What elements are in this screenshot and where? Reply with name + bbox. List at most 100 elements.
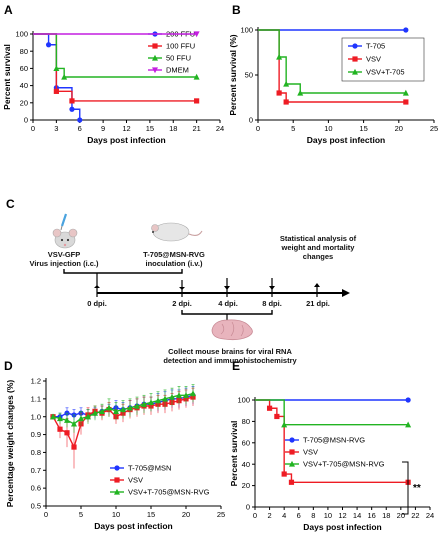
data-point [71, 420, 77, 427]
panel-letter-b: B [232, 3, 241, 17]
data-point [77, 117, 83, 123]
x-tick-label: 0 [253, 511, 257, 520]
legend-label: VSV [303, 448, 318, 457]
x-tick-label: 14 [353, 511, 361, 520]
x-tick-label: 8 [311, 511, 315, 520]
legend-marker [352, 68, 358, 75]
x-tick-label: 24 [216, 124, 224, 133]
legend-label: 100 FFU [166, 42, 195, 51]
y-axis-label: Percent survival (%) [228, 34, 238, 115]
data-point [405, 397, 411, 403]
x-tick-label: 16 [367, 511, 375, 520]
schematic-timeline: VSV-GFP Virus injection (i.c.) T-705@MSN… [29, 213, 357, 365]
y-tick-label: 100 [15, 30, 28, 39]
data-point [288, 479, 295, 485]
x-tick-label: 20 [397, 511, 405, 520]
mouse-icon [52, 228, 78, 249]
x-tick-label: 9 [101, 124, 105, 133]
x-tick-label: 15 [146, 124, 154, 133]
x-tick-label: 20 [182, 510, 190, 519]
data-point [194, 98, 200, 104]
data-point [127, 404, 133, 411]
data-point [148, 399, 154, 406]
data-point [402, 89, 409, 96]
data-point [190, 390, 196, 397]
data-point [113, 408, 119, 414]
vsv-label: VSV-GFP [48, 250, 81, 259]
legend-label: 50 FFU [166, 54, 191, 63]
y-axis-label: Percent survival [229, 421, 239, 487]
t705-sublabel: inoculation (i.v.) [146, 259, 203, 268]
data-point [403, 27, 409, 33]
y-tick-label: 0 [246, 503, 250, 512]
syringe-icon [60, 213, 68, 231]
timepoint-2dpi: 2 dpi. [172, 299, 192, 308]
x-tick-label: 12 [338, 511, 346, 520]
chart-d: 0 5 10 15 20 25 0.5 0.6 0.7 0.8 0.9 1.0 1.1 1.2 Days p… [5, 377, 225, 531]
chart-a: 0 3 6 9 12 15 18 21 24 0 20 40 60 80 100 Days post infe… [2, 30, 224, 145]
data-point [71, 444, 77, 450]
data-point [50, 413, 56, 420]
y-tick-label: 0.8 [31, 448, 41, 457]
y-tick-label: 100 [240, 26, 253, 35]
x-tick-label: 18 [169, 124, 177, 133]
legend-marker [289, 460, 295, 467]
series-t-705 [258, 27, 409, 33]
legend-label: VSV+T-705 [366, 68, 405, 77]
data-point [99, 408, 105, 414]
data-point [162, 395, 168, 402]
data-point [120, 406, 126, 413]
significance-bracket: ** [402, 461, 421, 515]
x-tick-label: 10 [324, 124, 332, 133]
y-tick-label: 40 [242, 460, 250, 469]
timepoint-21dpi: 21 dpi. [306, 299, 330, 308]
y-axis-label: Percentage weight changes (%) [5, 380, 15, 508]
legend-label: T-705@MSN [128, 464, 171, 473]
stats-label-1: Statistical analysis of [280, 234, 357, 243]
y-tick-label: 60 [242, 438, 250, 447]
x-tick-label: 6 [78, 124, 82, 133]
y-tick-label: 1.2 [31, 377, 41, 386]
brain-icon [211, 319, 253, 341]
x-tick-label: 18 [382, 511, 390, 520]
data-point [281, 471, 287, 477]
x-tick-label: 5 [79, 510, 83, 519]
timepoint-4dpi: 4 dpi. [218, 299, 238, 308]
series-line [255, 399, 409, 483]
data-point [176, 392, 182, 398]
x-tick-label: 24 [426, 511, 434, 520]
panel-letter-c: C [6, 197, 15, 211]
series-200-ffu [33, 33, 83, 123]
x-tick-label: 25 [430, 124, 438, 133]
data-point [57, 415, 63, 422]
stats-label-3: changes [303, 252, 333, 261]
data-point [106, 404, 112, 411]
y-tick-label: 0.7 [31, 466, 41, 475]
x-tick-label: 10 [112, 510, 120, 519]
y-tick-label: 0 [24, 116, 28, 125]
data-point [193, 73, 200, 80]
legend-marker [289, 449, 295, 455]
y-tick-label: 80 [20, 47, 28, 56]
y-tick-label: 100 [237, 396, 250, 405]
legend-label: VSV [366, 55, 381, 64]
data-point [405, 421, 412, 428]
panel-letter-d: D [4, 359, 13, 373]
data-point [281, 421, 288, 428]
y-tick-label: 1.1 [31, 394, 41, 403]
timepoint-8dpi: 8 dpi. [262, 299, 282, 308]
collect-label-2: detection and immunohistochemistry [163, 356, 297, 365]
y-tick-label: 20 [20, 98, 28, 107]
legend-label: T-705 [366, 42, 385, 51]
y-tick-label: 0.9 [31, 430, 41, 439]
x-tick-label: 3 [54, 124, 58, 133]
data-point [64, 430, 70, 436]
data-point [61, 73, 68, 80]
y-tick-label: 0.6 [31, 484, 41, 493]
x-tick-label: 15 [147, 510, 155, 519]
legend-marker [352, 56, 358, 62]
y-tick-label: 0.5 [31, 502, 41, 511]
data-point [53, 65, 60, 71]
timepoint-0dpi: 0 dpi. [87, 299, 107, 308]
